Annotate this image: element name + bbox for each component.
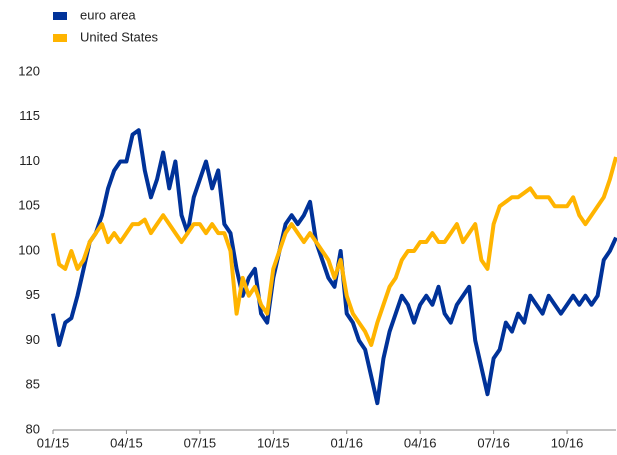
legend-swatch xyxy=(53,12,67,20)
legend-label: euro area xyxy=(80,7,136,22)
x-tick-label: 10/16 xyxy=(551,435,584,450)
x-tick-label: 10/15 xyxy=(257,435,290,450)
x-tick-label: 01/16 xyxy=(330,435,363,450)
x-tick-label: 01/15 xyxy=(37,435,70,450)
legend-label: United States xyxy=(80,29,159,44)
y-tick-label: 90 xyxy=(26,332,40,347)
x-tick-label: 07/16 xyxy=(477,435,510,450)
series-line xyxy=(51,156,617,347)
y-tick-label: 95 xyxy=(26,287,40,302)
y-tick-label: 120 xyxy=(18,63,40,78)
series-line xyxy=(51,128,617,406)
x-tick-label: 04/15 xyxy=(110,435,143,450)
x-tick-label: 07/15 xyxy=(184,435,217,450)
y-tick-label: 110 xyxy=(19,153,40,168)
y-tick-label: 105 xyxy=(18,198,40,213)
legend-swatch xyxy=(53,34,67,42)
y-tick-label: 100 xyxy=(18,242,40,257)
y-tick-label: 85 xyxy=(26,377,40,392)
y-tick-label: 115 xyxy=(19,108,40,123)
y-tick-label: 80 xyxy=(26,421,40,436)
x-tick-label: 04/16 xyxy=(404,435,437,450)
